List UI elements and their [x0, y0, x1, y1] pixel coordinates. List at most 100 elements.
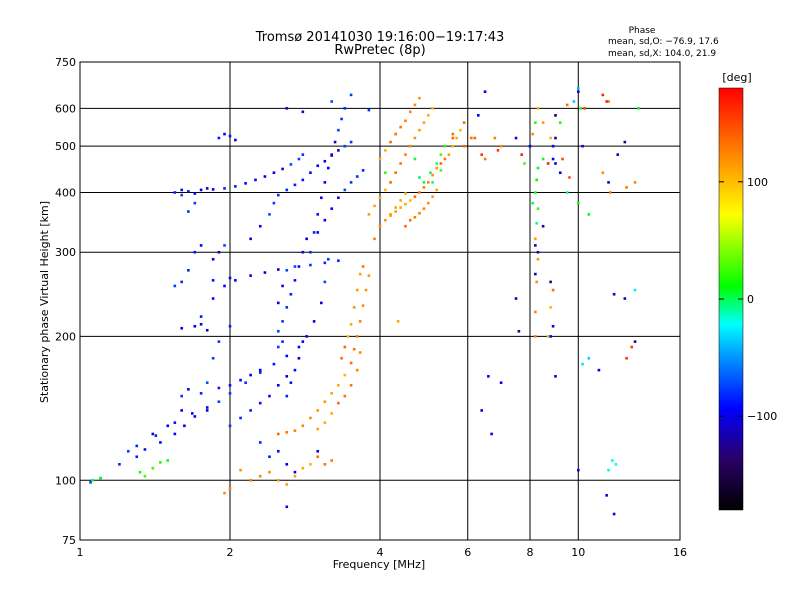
data-point	[223, 491, 226, 495]
data-point	[541, 121, 545, 124]
data-point	[431, 107, 434, 110]
data-point	[159, 441, 162, 444]
data-point	[534, 335, 537, 338]
data-point	[367, 108, 371, 112]
data-point	[193, 250, 197, 254]
data-point	[276, 329, 280, 333]
data-point	[399, 125, 402, 129]
data-point	[337, 149, 340, 152]
data-point	[301, 340, 305, 343]
data-point	[166, 459, 170, 462]
data-point	[272, 201, 276, 205]
data-point	[297, 345, 301, 349]
data-point	[228, 276, 232, 280]
data-point	[496, 149, 500, 152]
data-point	[285, 188, 289, 192]
data-point	[323, 400, 327, 404]
data-point	[587, 356, 591, 360]
data-point	[535, 280, 538, 284]
data-point	[551, 288, 555, 292]
data-point	[223, 187, 226, 190]
colorbar-ticks: −100 0 100	[719, 176, 777, 423]
data-point	[561, 157, 564, 161]
data-point	[183, 424, 186, 428]
data-point	[89, 481, 92, 484]
y-tick-label: 75	[62, 534, 76, 547]
data-point	[355, 368, 359, 372]
data-point	[349, 140, 353, 144]
colorbar-tick-label: −100	[747, 410, 777, 423]
data-point	[483, 157, 487, 161]
data-point	[211, 356, 215, 360]
data-point	[323, 463, 327, 466]
data-point	[249, 373, 252, 377]
data-point	[549, 335, 552, 338]
data-point	[268, 470, 271, 474]
data-point	[249, 274, 252, 277]
data-point	[607, 181, 610, 184]
stats-x-line: mean, sd,X: 104.0, 21.9	[608, 49, 716, 59]
data-point	[358, 272, 362, 276]
data-point	[135, 444, 139, 448]
data-point	[309, 416, 312, 420]
data-point	[581, 362, 584, 366]
data-point	[418, 176, 421, 179]
data-point	[254, 178, 257, 182]
data-point	[173, 191, 177, 194]
data-point	[223, 244, 226, 247]
data-point	[323, 261, 327, 265]
data-point	[480, 409, 484, 412]
data-point	[534, 310, 537, 314]
data-point	[576, 90, 580, 94]
data-point	[316, 427, 320, 431]
data-point	[541, 224, 545, 228]
data-point	[301, 250, 305, 254]
data-point	[422, 181, 426, 184]
y-tick-label: 500	[55, 140, 76, 153]
data-point	[205, 381, 209, 385]
data-point	[272, 362, 276, 366]
data-point	[205, 328, 209, 332]
data-point	[276, 193, 280, 197]
data-point	[293, 470, 297, 474]
data-point	[431, 173, 434, 177]
data-point	[330, 459, 334, 462]
x-tick-label: 10	[571, 546, 585, 559]
data-point	[138, 470, 142, 474]
data-point	[301, 424, 305, 428]
data-point	[633, 340, 637, 343]
data-point	[541, 157, 545, 161]
data-point	[330, 100, 334, 103]
data-point	[355, 175, 359, 178]
data-point	[536, 166, 540, 170]
data-point	[435, 166, 439, 170]
data-point	[173, 432, 177, 436]
data-point	[378, 224, 382, 228]
data-point	[568, 176, 571, 179]
data-point	[534, 244, 537, 247]
data-point	[455, 136, 458, 140]
data-point	[305, 335, 308, 338]
data-point	[549, 280, 552, 284]
data-point	[637, 107, 640, 110]
data-point	[193, 201, 197, 205]
data-point	[528, 144, 532, 148]
data-point	[330, 153, 334, 156]
data-point	[337, 128, 340, 132]
data-point	[558, 171, 562, 175]
data-point	[289, 292, 293, 296]
data-point	[343, 345, 347, 349]
data-point	[625, 356, 628, 360]
data-point	[418, 191, 421, 194]
data-point	[534, 121, 537, 124]
data-point	[281, 167, 284, 171]
data-point	[285, 505, 289, 509]
data-point	[258, 224, 262, 228]
data-point	[281, 284, 284, 288]
data-point	[614, 463, 618, 466]
data-point	[623, 297, 627, 300]
data-point	[293, 368, 297, 372]
data-point	[217, 340, 221, 343]
data-point	[244, 381, 247, 385]
data-point	[228, 134, 232, 138]
